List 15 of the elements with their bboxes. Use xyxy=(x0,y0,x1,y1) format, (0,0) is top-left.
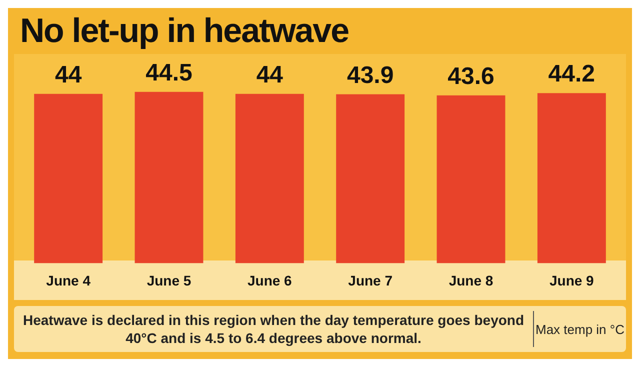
data-label: 44.5 xyxy=(146,60,192,87)
data-label: 43.6 xyxy=(448,63,494,90)
x-tick-label: June 8 xyxy=(448,272,494,288)
x-tick-label: June 5 xyxy=(146,272,192,288)
text: Max temp in °C xyxy=(534,320,626,338)
chart-title: No let-up in heatwave xyxy=(20,12,348,51)
x-tick-label: June 4 xyxy=(46,272,91,288)
data-label: 43.9 xyxy=(346,62,394,89)
x-tick-label: June 9 xyxy=(549,272,594,288)
x-tick-label: June 7 xyxy=(348,272,393,288)
data-label: 44 xyxy=(256,61,284,88)
data-label: 44.2 xyxy=(548,60,596,88)
x-tick-label: June 6 xyxy=(247,272,292,288)
data-label: 44 xyxy=(54,61,82,88)
text: Heatwave is declared in this region when the day temperature goes beyond 40°C and is 4.5 to 6.4 degrees above normal. xyxy=(22,311,526,347)
